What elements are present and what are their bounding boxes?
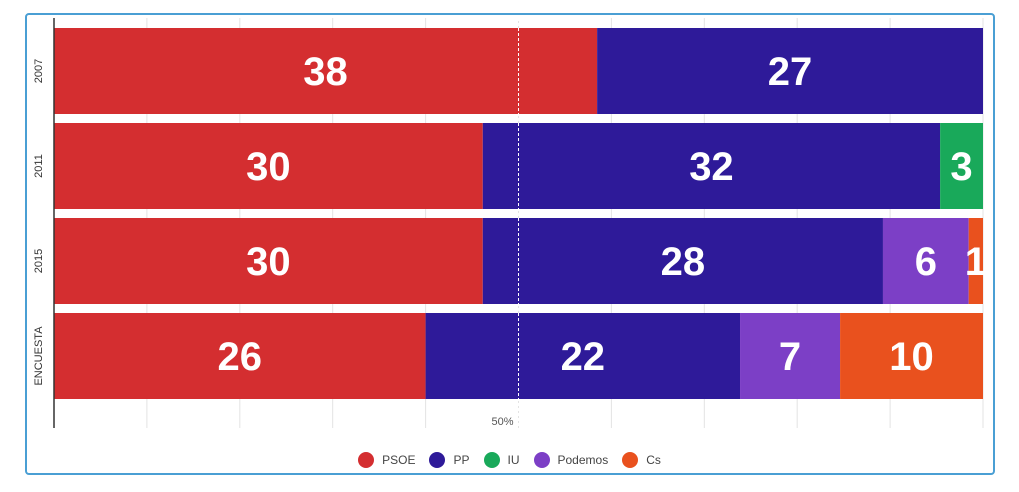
- bar-segment-pp: [482, 123, 941, 209]
- legend-item-cs[interactable]: Cs: [622, 452, 661, 468]
- bar-segment-psoe: [54, 313, 426, 399]
- bar-segment-psoe: [54, 218, 483, 304]
- bar-value-label: 30: [246, 240, 291, 284]
- bar-value-label: 1: [965, 240, 987, 284]
- bar-segment-psoe: [54, 123, 483, 209]
- category-label: ENCUESTA: [33, 326, 45, 386]
- bar-value-label: 6: [915, 240, 937, 284]
- category-label: 2011: [33, 154, 45, 178]
- legend-swatch: [358, 452, 375, 468]
- legend-swatch: [483, 452, 500, 468]
- bar-segment-pp: [482, 218, 883, 304]
- bar-segment-iu: [940, 123, 983, 209]
- legend-label: IU: [507, 453, 520, 467]
- bar-value-label: 28: [661, 240, 706, 284]
- legend-item-psoe[interactable]: PSOE: [358, 452, 415, 468]
- bar-segment-psoe: [54, 28, 598, 114]
- bar-value-label: 27: [768, 50, 813, 94]
- legend-item-podemos[interactable]: Podemos: [533, 452, 609, 468]
- bar-segment-podemos: [882, 218, 969, 304]
- bar-value-label: 3: [950, 145, 972, 189]
- category-label: 2007: [33, 59, 45, 83]
- bar-segment-pp: [425, 313, 741, 399]
- bar-value-label: 26: [218, 335, 263, 379]
- legend: PSOE PP IU Podemos Cs: [0, 452, 1019, 468]
- legend-item-pp[interactable]: PP: [429, 452, 470, 468]
- bar-segment-cs: [840, 313, 983, 399]
- bar-segment-pp: [597, 28, 983, 114]
- bar-value-label: 10: [889, 335, 934, 379]
- legend-label: Podemos: [557, 453, 609, 467]
- bar-value-label: 30: [246, 145, 291, 189]
- legend-label: Cs: [646, 453, 661, 467]
- bar-value-label: 32: [689, 145, 734, 189]
- legend-swatch: [622, 452, 639, 468]
- legend-label: PP: [453, 453, 470, 467]
- legend-label: PSOE: [382, 453, 416, 467]
- bar-value-label: 38: [303, 50, 348, 94]
- bar-value-label: 7: [779, 335, 801, 379]
- legend-item-iu[interactable]: IU: [483, 452, 520, 468]
- bar-segment-podemos: [740, 313, 841, 399]
- bar-segment-cs: [968, 218, 983, 304]
- reference-line-label: 50%: [491, 416, 513, 428]
- legend-swatch: [429, 452, 446, 468]
- category-label: 2015: [33, 249, 45, 273]
- bar-value-label: 22: [561, 335, 606, 379]
- legend-swatch: [533, 452, 550, 468]
